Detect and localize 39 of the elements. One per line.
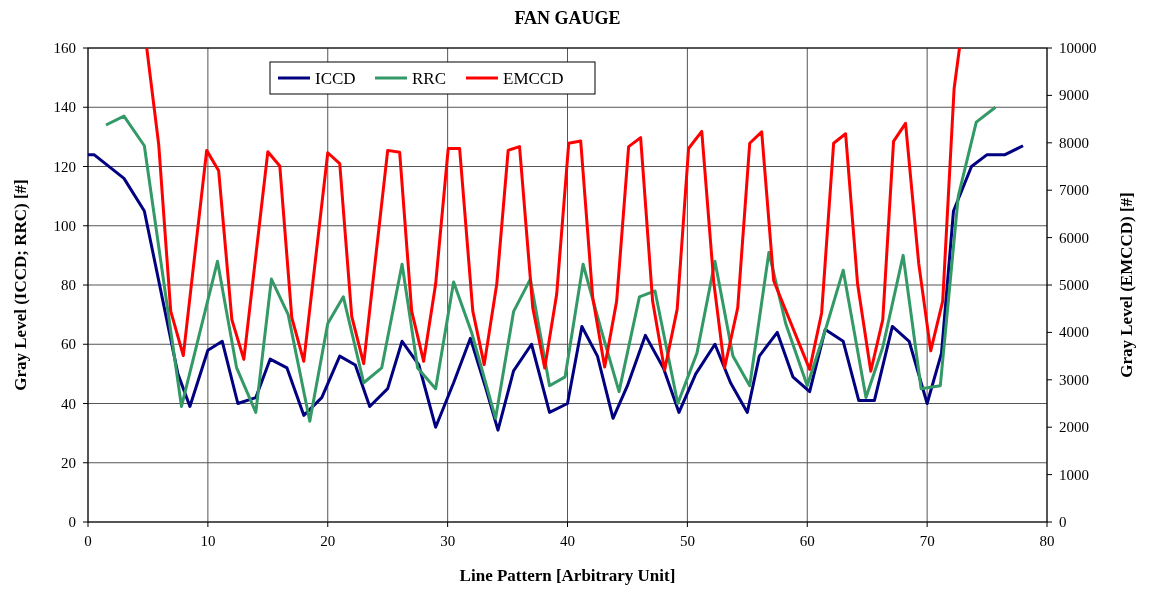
x-axis-title: Line Pattern [Arbitrary Unit] [459,566,676,585]
y2-tick-label: 2000 [1059,419,1089,436]
y-tick-label: 20 [61,454,76,471]
x-tick-label: 70 [919,533,935,549]
legend-label: ICCD [315,69,356,88]
y-tick-label: 0 [68,514,76,530]
y2-axis-title: Gray Level (EMCCD) [#] [1117,192,1136,378]
x-tick-label: 60 [799,533,815,549]
line-series [145,46,961,373]
line-series [104,105,997,423]
y2-tick-label: 7000 [1059,182,1089,199]
y2-tick-label: 3000 [1059,371,1089,388]
legend-label: EMCCD [503,69,564,88]
x-tick-label: 50 [679,533,695,549]
y2-tick-label: 8000 [1059,134,1089,151]
y-tick-label: 120 [53,158,76,175]
y2-tick-label: 4000 [1059,324,1089,341]
y-axis-title: Gray Level (ICCD; RRC) [#] [11,179,30,391]
chart-title: FAN GAUGE [514,8,621,28]
y2-tick-label: 10000 [1059,40,1097,56]
x-tick-label: 0 [84,533,92,549]
y-tick-label: 60 [61,336,76,353]
x-tick-label: 20 [320,533,336,549]
x-tick-label: 40 [560,533,575,549]
y-tick-label: 160 [53,40,76,56]
x-tick-label: 80 [1039,533,1055,549]
y2-tick-label: 1000 [1059,466,1089,483]
y-tick-label: 40 [61,395,76,412]
y2-tick-label: 9000 [1059,87,1089,104]
line-series [86,144,1025,432]
y-tick-label: 140 [53,99,76,116]
x-tick-label: 10 [200,533,216,549]
y2-tick-label: 0 [1059,514,1067,530]
y2-tick-label: 6000 [1059,229,1089,246]
legend-label: RRC [412,69,447,88]
y2-tick-label: 5000 [1059,277,1089,293]
y-tick-label: 80 [61,277,76,293]
x-tick-label: 30 [440,533,456,549]
y-tick-label: 100 [53,217,76,234]
